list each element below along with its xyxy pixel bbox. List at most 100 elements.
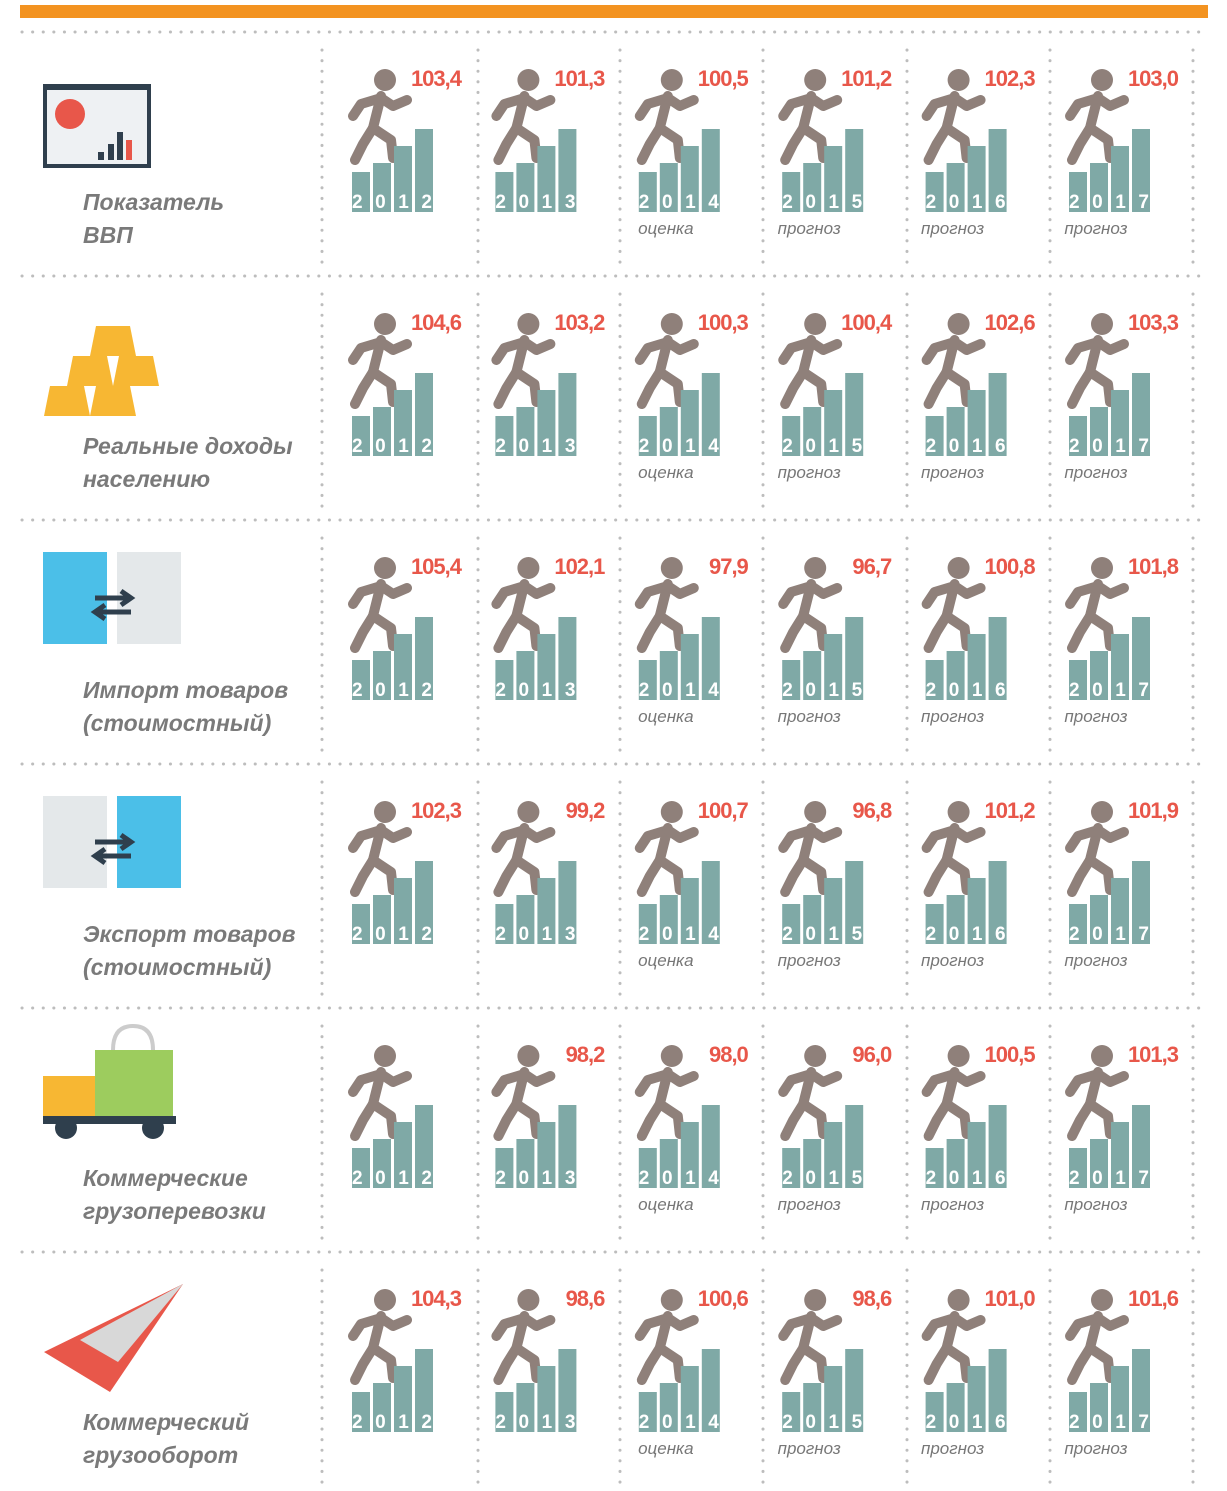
figure-limb (1090, 1104, 1110, 1134)
row-label: грузооборот (83, 1442, 238, 1468)
year-cell: 2014100,7оценка (638, 798, 748, 970)
figure-limb (524, 1074, 550, 1082)
year-cell: 201596,0прогноз (778, 1042, 892, 1214)
figure-head (517, 1045, 539, 1067)
figure-limb (955, 586, 981, 594)
year-cell: 2017103,0прогноз (1064, 66, 1178, 238)
figure-limb (355, 372, 373, 404)
year-cell: 2012103,4 (352, 66, 463, 213)
figure-limb (955, 1074, 981, 1082)
index-value: 101,3 (554, 66, 605, 91)
figure-limb (811, 830, 837, 838)
figure-limb (929, 616, 947, 648)
year-cell: 201399,2 (495, 798, 605, 945)
index-value: 101,0 (985, 1286, 1036, 1311)
figure-limb (668, 586, 694, 594)
figure-limb (373, 1348, 393, 1378)
index-value: 98,6 (566, 1286, 606, 1311)
figure-head (661, 1045, 683, 1067)
figure-head (804, 69, 826, 91)
icon-gold (90, 386, 136, 416)
figure-limb (381, 586, 407, 594)
year-cell: 2013102,1 (495, 554, 605, 701)
figure-limb (955, 98, 981, 106)
figure-head (661, 69, 683, 91)
figure-limb (642, 860, 660, 892)
figure-limb (642, 1348, 660, 1380)
figure-limb (668, 98, 694, 106)
figure-limb (642, 128, 660, 160)
figure-limb (498, 1348, 516, 1380)
year-note: оценка (638, 219, 693, 238)
year-note: оценка (638, 463, 693, 482)
figure-limb (929, 860, 947, 892)
figure-limb (947, 128, 967, 158)
figure-limb (668, 1318, 694, 1326)
figure-limb (1098, 586, 1124, 594)
year-cell: 201596,7прогноз (778, 554, 892, 726)
year-note: прогноз (1064, 1195, 1127, 1214)
row-label: (стоимостный) (83, 954, 271, 980)
year-note: прогноз (1064, 951, 1127, 970)
figure-limb (947, 372, 967, 402)
row-label: Коммерческие (83, 1165, 248, 1191)
figure-limb (803, 860, 823, 890)
figure-limb (516, 1104, 536, 1134)
figure-head (1091, 1045, 1113, 1067)
figure-limb (642, 616, 660, 648)
row-label: (стоимостный) (83, 710, 271, 736)
figure-limb (1072, 860, 1090, 892)
figure-head (948, 557, 970, 579)
icon-gold (113, 356, 159, 386)
figure-limb (929, 1104, 947, 1136)
figure-head (1091, 69, 1113, 91)
index-value: 100,7 (698, 798, 749, 823)
figure-head (661, 313, 683, 335)
figure-head (804, 1289, 826, 1311)
figure-head (948, 313, 970, 335)
index-value: 96,8 (852, 798, 892, 823)
index-value: 104,3 (411, 1286, 462, 1311)
year-cell: 2016101,0прогноз (921, 1286, 1035, 1458)
index-value: 101,3 (1128, 1042, 1179, 1067)
year-cell: 2012104,6 (352, 310, 462, 457)
year-note: оценка (638, 707, 693, 726)
row-icon (43, 1026, 176, 1139)
row-label: ВВП (83, 222, 133, 248)
year-cell: 2017101,9прогноз (1064, 798, 1178, 970)
figure-limb (811, 98, 837, 106)
figure-limb (811, 1074, 837, 1082)
index-value: 102,6 (985, 310, 1036, 335)
year-cell: 2017101,8прогноз (1064, 554, 1178, 726)
figure-limb (355, 1104, 373, 1136)
figure-limb (929, 372, 947, 404)
year-note: прогноз (778, 1439, 841, 1458)
figure-limb (1090, 128, 1110, 158)
icon-wheel (142, 1117, 164, 1139)
year-cell: 2016100,8прогноз (921, 554, 1035, 726)
row-label: Экспорт товаров (83, 921, 296, 947)
figure-limb (660, 860, 680, 890)
row-icon (44, 326, 159, 416)
figure-limb (947, 1348, 967, 1378)
year-cell: 2016102,3прогноз (921, 66, 1035, 238)
figure-limb (1098, 342, 1124, 350)
figure-head (374, 69, 396, 91)
row-label: грузоперевозки (83, 1198, 266, 1224)
figure-limb (803, 372, 823, 402)
figure-limb (381, 830, 407, 838)
row-icon (44, 1284, 183, 1392)
figure-limb (1098, 98, 1124, 106)
figure-limb (1098, 830, 1124, 838)
year-cell: 2012105,4 (352, 554, 463, 701)
figure-limb (803, 616, 823, 646)
figure-limb (660, 128, 680, 158)
index-value: 97,9 (709, 554, 749, 579)
figure-limb (929, 1348, 947, 1380)
